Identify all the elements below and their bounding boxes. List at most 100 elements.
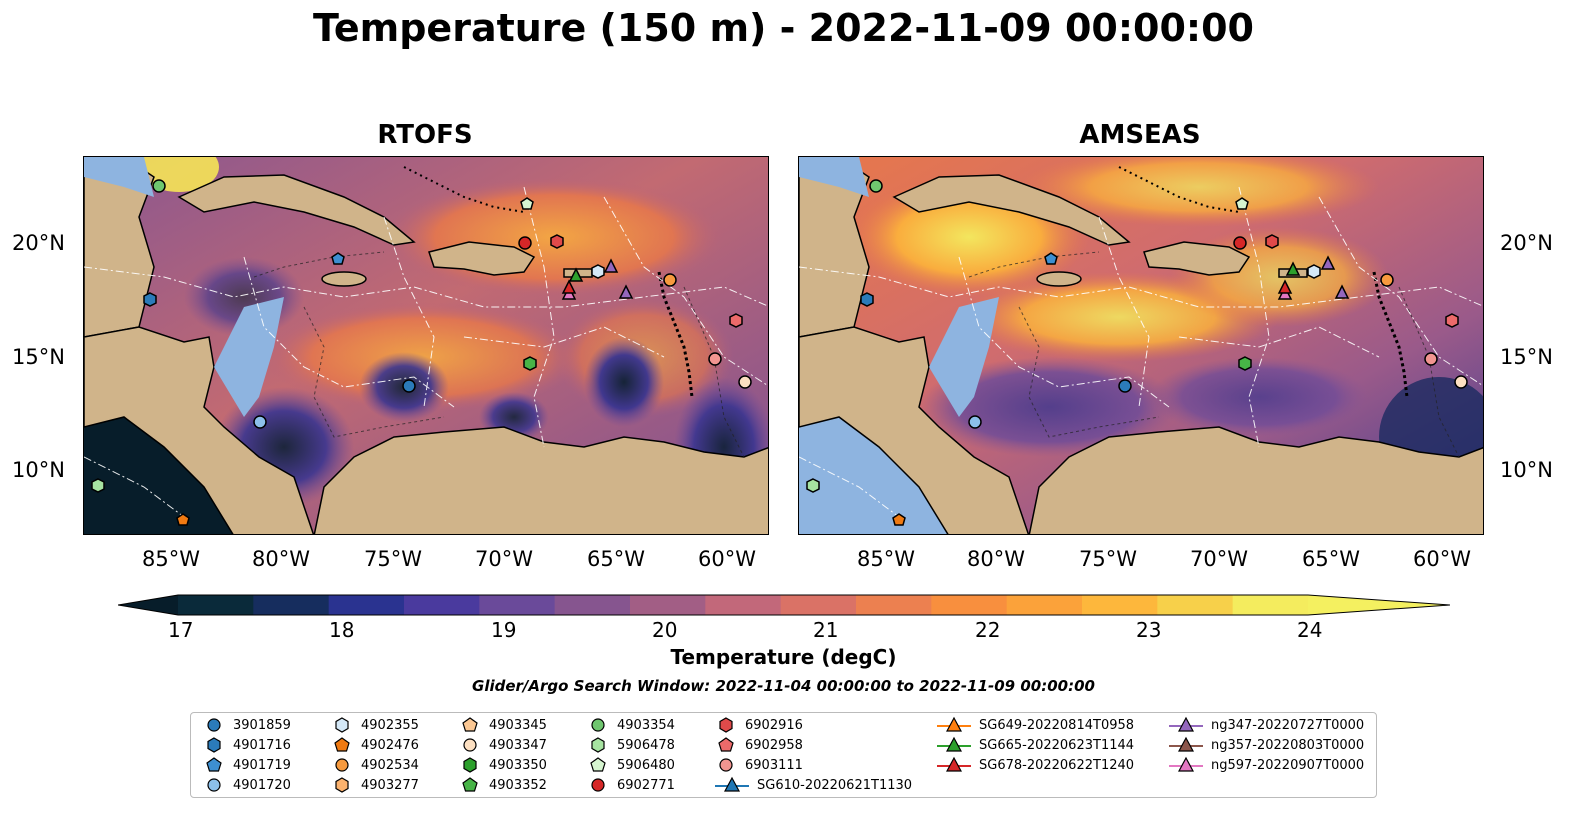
legend-glider-icon — [1169, 716, 1203, 732]
legend-label: ng597-20220907T0000 — [1211, 757, 1365, 773]
legend-label: ng347-20220727T0000 — [1211, 717, 1365, 733]
colorbar-tick-19: 19 — [491, 618, 517, 642]
lon-label-75w-right: 75°W — [1079, 547, 1137, 571]
lon-label-65w-left: 65°W — [587, 547, 645, 571]
legend-glider-icon — [937, 716, 971, 732]
colorbar-swatch — [253, 595, 330, 615]
legend-float-icon — [334, 737, 350, 752]
figure-title: Temperature (150 m) - 2022-11-09 00:00:0… — [312, 6, 1254, 50]
legend-float-icon — [335, 758, 349, 772]
legend-float-icon — [591, 718, 605, 732]
lat-label-20n-right: 20°N — [1500, 231, 1553, 255]
colorbar-swatch — [404, 595, 480, 615]
colorbar-swatch — [780, 595, 857, 615]
legend-entry: 4902355 — [331, 716, 419, 734]
legend-label: 4903352 — [489, 777, 547, 793]
legend-entry: ng597-20220907T0000 — [1169, 756, 1364, 774]
legend-label: 4901720 — [233, 777, 291, 793]
legend-label: 6902916 — [745, 717, 803, 733]
legend-label: 4902355 — [361, 717, 419, 733]
legend-label: 5906480 — [617, 757, 675, 773]
legend-float-icon — [718, 737, 734, 752]
lon-label-85w-right: 85°W — [857, 547, 915, 571]
legend-label: 4903345 — [489, 717, 547, 733]
legend-label: 4901719 — [233, 757, 291, 773]
colorbar-tick-17: 17 — [168, 618, 194, 642]
lat-label-10n-left: 10°N — [12, 458, 65, 482]
legend-glider-icon — [937, 756, 971, 772]
legend-entry: ng357-20220803T0000 — [1169, 736, 1364, 754]
legend-label: 4903347 — [489, 737, 547, 753]
legend-entry: 6902916 — [715, 716, 803, 734]
lon-label-75w-left: 75°W — [364, 547, 422, 571]
legend-entry: 5906480 — [587, 756, 675, 774]
legend-label: 3901859 — [233, 717, 291, 733]
legend-float-icon — [719, 717, 733, 733]
lat-label-20n-left: 20°N — [12, 231, 65, 255]
legend-entry: SG649-20220814T0958 — [937, 716, 1134, 734]
colorbar-tick-21: 21 — [813, 618, 839, 642]
colorbar-tick-22: 22 — [975, 618, 1001, 642]
legend-float-icon — [335, 717, 349, 733]
legend-label: ng357-20220803T0000 — [1211, 737, 1365, 753]
colorbar-under-arrow — [118, 595, 178, 615]
lat-label-10n-right: 10°N — [1500, 458, 1553, 482]
panel-title-amseas: AMSEAS — [1079, 120, 1201, 150]
legend-entry: SG610-20220621T1130 — [715, 776, 912, 794]
colorbar-label: Temperature (degC) — [670, 645, 897, 669]
legend-entry: 4903347 — [459, 736, 547, 754]
colorbar-tick-23: 23 — [1136, 618, 1162, 642]
colorbar — [117, 592, 1451, 618]
legend-glider-icon — [715, 776, 749, 792]
legend-glider-icon — [1169, 756, 1203, 772]
legend-float-icon — [719, 758, 733, 772]
legend-entry: 4901719 — [203, 756, 291, 774]
legend-label: 6903111 — [745, 757, 803, 773]
legend-entry: 6902958 — [715, 736, 803, 754]
legend-label: SG678-20220622T1240 — [979, 757, 1135, 773]
legend-label: 4902534 — [361, 757, 419, 773]
legend-float-icon — [463, 738, 477, 752]
legend-float-icon — [590, 757, 606, 772]
legend-entry: 4901720 — [203, 776, 291, 794]
colorbar-swatch — [856, 595, 932, 615]
legend-entry: 3901859 — [203, 716, 291, 734]
lon-label-60w-left: 60°W — [698, 547, 756, 571]
legend-entry: 5906478 — [587, 736, 675, 754]
legend-float-icon — [463, 757, 477, 773]
lon-label-60w-right: 60°W — [1413, 547, 1471, 571]
lon-label-80w-left: 80°W — [252, 547, 310, 571]
map-amseas — [798, 156, 1484, 535]
legend-entry: 4901716 — [203, 736, 291, 754]
legend-float-icon — [206, 757, 222, 772]
legend-label: SG610-20220621T1130 — [757, 777, 913, 793]
legend-label: 4902476 — [361, 737, 419, 753]
legend-float-icon — [462, 777, 478, 792]
legend-label: 4903277 — [361, 777, 419, 793]
colorbar-swatches — [117, 594, 1451, 616]
legend-entry: SG665-20220623T1144 — [937, 736, 1134, 754]
colorbar-swatch — [554, 595, 631, 615]
colorbar-tick-18: 18 — [329, 618, 355, 642]
legend-label: SG649-20220814T0958 — [979, 717, 1135, 733]
legend-label: 6902958 — [745, 737, 803, 753]
colorbar-tick-24: 24 — [1297, 618, 1323, 642]
colorbar-swatch — [178, 595, 254, 615]
lat-label-15n-right: 15°N — [1500, 345, 1553, 369]
legend-entry: ng347-20220727T0000 — [1169, 716, 1364, 734]
colorbar-swatch — [630, 595, 706, 615]
lon-label-70w-right: 70°W — [1190, 547, 1248, 571]
legend-entry: 4903352 — [459, 776, 547, 794]
search-window-text: Glider/Argo Search Window: 2022-11-04 00… — [472, 677, 1095, 695]
legend-glider-icon — [937, 736, 971, 752]
panel-title-rtofs: RTOFS — [377, 120, 473, 150]
legend-label: 4903354 — [617, 717, 675, 733]
legend-float-icon — [591, 778, 605, 792]
legend-float-icon — [207, 718, 221, 732]
colorbar-swatch — [705, 595, 782, 615]
colorbar-swatch — [1157, 595, 1234, 615]
legend-float-icon — [591, 737, 605, 753]
colorbar-swatch — [931, 595, 1008, 615]
legend-float-icon — [462, 717, 478, 732]
legend-label: 6902771 — [617, 777, 675, 793]
